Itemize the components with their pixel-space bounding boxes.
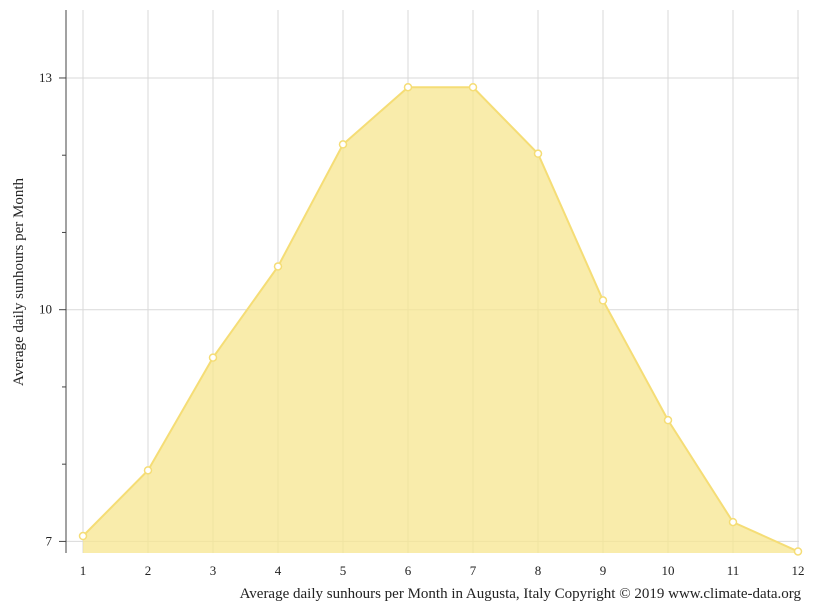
x-tick-label: 4 xyxy=(275,563,282,578)
x-tick-label: 10 xyxy=(662,563,675,578)
data-point xyxy=(663,415,673,425)
data-point xyxy=(403,82,413,92)
data-point xyxy=(338,140,348,149)
data-point xyxy=(598,296,608,305)
y-tick-label: 7 xyxy=(46,533,53,548)
y-tick-label: 10 xyxy=(39,302,52,317)
y-tick-label: 13 xyxy=(39,70,52,85)
series-line xyxy=(82,86,799,553)
x-tick-label: 11 xyxy=(727,563,740,578)
data-point xyxy=(78,531,88,541)
data-point xyxy=(273,262,283,271)
y-ticks: 7 10 13 xyxy=(39,70,66,548)
data-point xyxy=(143,466,153,475)
x-tick-label: 8 xyxy=(535,563,542,578)
data-point xyxy=(468,82,478,92)
x-tick-label: 6 xyxy=(405,563,412,578)
x-tick-label: 1 xyxy=(80,563,87,578)
area-fill xyxy=(83,87,798,554)
x-tick-label: 12 xyxy=(792,563,805,578)
data-point xyxy=(208,353,218,362)
x-tick-label: 9 xyxy=(600,563,607,578)
x-tick-label: 7 xyxy=(470,563,477,578)
x-axis-label: Average daily sunhours per Month in Augu… xyxy=(240,586,802,602)
x-ticks: 1 2 3 4 5 6 7 8 9 10 11 12 xyxy=(80,563,805,578)
x-tick-label: 3 xyxy=(210,563,217,578)
x-tick-label: 2 xyxy=(145,563,152,578)
data-point xyxy=(793,547,803,556)
y-axis-label: Average daily sunhours per Month xyxy=(11,178,27,387)
data-point xyxy=(728,517,738,527)
data-points xyxy=(78,82,803,556)
data-point xyxy=(533,149,543,158)
x-tick-label: 5 xyxy=(340,563,347,578)
